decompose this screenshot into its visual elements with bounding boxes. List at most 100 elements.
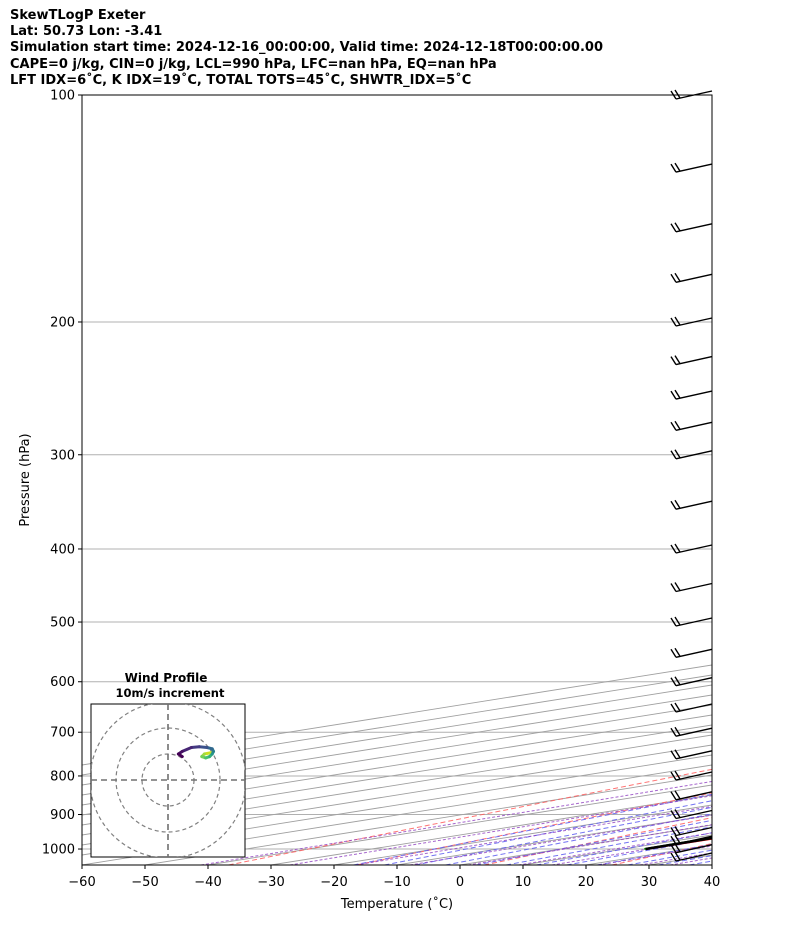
y-tick-label: 800 bbox=[50, 769, 75, 784]
barb-flag bbox=[674, 449, 681, 459]
chart-header: SkewTLogP Exeter Lat: 50.73 Lon: -3.41 S… bbox=[10, 8, 780, 89]
wind-barb bbox=[670, 272, 713, 283]
wind-barb bbox=[670, 449, 713, 460]
barb-flag bbox=[674, 834, 681, 844]
barb-flag bbox=[670, 583, 677, 592]
barb-flag bbox=[674, 272, 681, 282]
wind-barb bbox=[670, 389, 713, 400]
barb-flag bbox=[670, 827, 677, 836]
wind-barb bbox=[670, 726, 713, 737]
barb-flag bbox=[674, 420, 681, 430]
barb-staff bbox=[675, 317, 713, 327]
barb-flag bbox=[674, 316, 681, 326]
dry-adiabat bbox=[740, 95, 794, 865]
barb-flag bbox=[674, 790, 681, 800]
x-tick-label: 20 bbox=[578, 875, 595, 890]
y-tick-label: 1000 bbox=[42, 843, 75, 858]
barb-flag bbox=[670, 852, 677, 862]
x-axis-label: Temperature (˚C) bbox=[340, 896, 453, 912]
x-tick-label: −30 bbox=[257, 875, 284, 890]
barb-flag bbox=[674, 726, 681, 736]
barb-staff bbox=[675, 163, 713, 173]
barb-flag bbox=[670, 648, 677, 658]
wind-barb bbox=[670, 749, 713, 760]
y-tick-label: 300 bbox=[50, 448, 75, 463]
wind-barb bbox=[670, 834, 713, 845]
x-tick-label: 10 bbox=[515, 875, 532, 890]
isotherm bbox=[82, 694, 712, 796]
barb-flag bbox=[670, 223, 677, 233]
wind-barb bbox=[670, 676, 713, 687]
x-tick-label: −50 bbox=[131, 875, 158, 890]
barb-flag bbox=[670, 273, 677, 283]
wind-barb bbox=[670, 770, 713, 781]
barb-flag bbox=[674, 582, 681, 591]
wind-barb bbox=[670, 851, 713, 862]
barb-staff bbox=[675, 750, 713, 760]
x-tick-label: −60 bbox=[68, 875, 95, 890]
barb-flag bbox=[674, 770, 681, 780]
barb-staff bbox=[675, 835, 713, 845]
barb-flag bbox=[674, 222, 681, 232]
barb-flag bbox=[670, 791, 677, 801]
isotherm bbox=[711, 864, 712, 865]
hodograph-segment bbox=[180, 746, 193, 753]
y-tick-label: 500 bbox=[50, 616, 75, 631]
barb-flag bbox=[674, 851, 681, 861]
barb-flag bbox=[674, 389, 681, 399]
y-tick-label: 900 bbox=[50, 808, 75, 823]
wind-barb bbox=[670, 647, 713, 658]
barb-flag bbox=[670, 421, 677, 431]
barb-flag bbox=[670, 727, 677, 737]
wind-barb bbox=[670, 355, 713, 366]
wind-barb bbox=[670, 582, 713, 593]
x-tick-label: −10 bbox=[383, 875, 410, 890]
barb-staff bbox=[675, 809, 713, 820]
y-axis-label: Pressure (hPa) bbox=[18, 433, 33, 526]
barb-staff bbox=[675, 582, 713, 593]
barb-flag bbox=[674, 843, 681, 853]
barb-staff bbox=[675, 223, 713, 233]
barb-flag bbox=[670, 617, 677, 627]
barb-flag bbox=[674, 676, 681, 686]
x-tick-label: 40 bbox=[704, 875, 721, 890]
wind-barb bbox=[670, 826, 713, 837]
barb-staff bbox=[675, 677, 713, 687]
station-title: SkewTLogP Exeter bbox=[10, 8, 146, 23]
barb-flag bbox=[674, 543, 681, 553]
barb-staff bbox=[675, 791, 713, 801]
wind-barb bbox=[670, 499, 713, 510]
wind-barb bbox=[670, 702, 713, 713]
barb-flag bbox=[670, 500, 677, 510]
barb-staff bbox=[675, 273, 713, 283]
stability-indices: LFT IDX=6˚C, K IDX=19˚C, TOTAL TOTS=45˚C… bbox=[10, 72, 472, 88]
barb-staff bbox=[675, 852, 713, 862]
barb-flag bbox=[674, 702, 681, 712]
moist-adiabat bbox=[353, 793, 712, 865]
hodograph-segment bbox=[176, 752, 184, 759]
wind-barb bbox=[670, 543, 713, 554]
barb-staff bbox=[675, 390, 713, 400]
isotherm bbox=[82, 734, 712, 836]
mixing-ratio-line bbox=[200, 780, 712, 865]
barb-staff bbox=[675, 544, 713, 554]
dry-adiabat bbox=[228, 768, 712, 865]
barb-staff bbox=[675, 421, 713, 431]
barb-flag bbox=[670, 677, 677, 687]
barb-staff bbox=[675, 844, 713, 854]
barb-flag bbox=[674, 616, 681, 626]
barb-flag bbox=[670, 771, 677, 781]
barb-flag bbox=[674, 749, 681, 759]
hodograph-title: Wind Profile bbox=[125, 671, 208, 685]
isotherm bbox=[82, 714, 712, 816]
isotherm bbox=[82, 684, 712, 786]
barb-flag bbox=[670, 844, 677, 854]
barb-flag bbox=[670, 544, 677, 554]
y-tick-label: 100 bbox=[50, 89, 75, 104]
barb-flag bbox=[670, 317, 677, 327]
barb-flag bbox=[670, 810, 677, 819]
barb-staff bbox=[675, 771, 713, 781]
y-tick-label: 600 bbox=[50, 675, 75, 690]
x-tick-label: −20 bbox=[320, 875, 347, 890]
